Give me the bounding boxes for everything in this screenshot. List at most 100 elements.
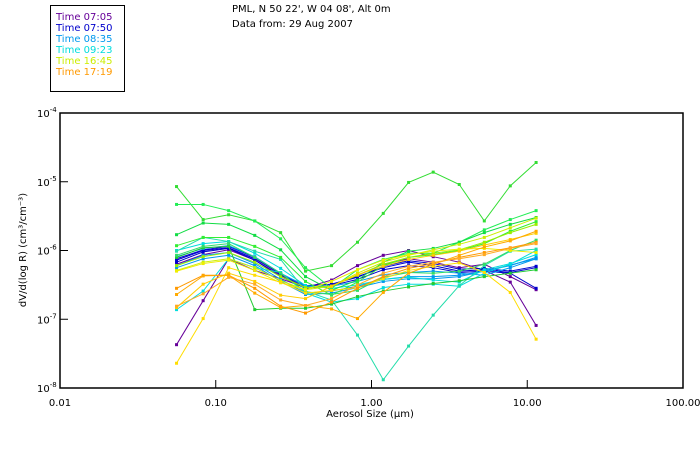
data-point bbox=[175, 266, 179, 270]
data-point bbox=[457, 271, 461, 275]
legend-item-0750: Time 07:50 bbox=[56, 23, 113, 34]
data-point bbox=[482, 268, 486, 272]
data-point bbox=[355, 317, 359, 321]
data-point bbox=[175, 260, 179, 264]
data-point bbox=[279, 231, 283, 235]
data-point bbox=[534, 337, 538, 341]
data-point bbox=[304, 311, 308, 315]
data-point bbox=[175, 249, 179, 253]
data-point bbox=[508, 275, 512, 279]
data-point bbox=[431, 262, 435, 266]
data-point bbox=[457, 247, 461, 251]
data-point bbox=[304, 297, 308, 301]
data-point bbox=[534, 251, 538, 255]
data-point bbox=[355, 240, 359, 244]
series-23 bbox=[175, 229, 538, 321]
data-point bbox=[304, 291, 308, 295]
data-point bbox=[201, 282, 205, 286]
legend-item-1645: Time 16:45 bbox=[56, 56, 113, 67]
data-point bbox=[508, 246, 512, 250]
series-line bbox=[176, 236, 537, 381]
data-point bbox=[407, 285, 411, 289]
data-point bbox=[482, 245, 486, 249]
data-point bbox=[227, 271, 231, 275]
data-point bbox=[201, 255, 205, 259]
data-point bbox=[431, 251, 435, 255]
data-point bbox=[304, 304, 308, 307]
x-tick-label: 10.00 bbox=[513, 398, 542, 409]
data-point bbox=[304, 266, 308, 270]
data-point bbox=[534, 264, 538, 268]
data-point bbox=[534, 216, 538, 220]
data-point bbox=[330, 264, 334, 268]
data-point bbox=[407, 264, 411, 268]
data-point bbox=[482, 219, 486, 223]
y-tick-exp: -5 bbox=[50, 175, 57, 183]
data-point bbox=[330, 279, 334, 283]
data-point bbox=[534, 231, 538, 235]
data-point bbox=[534, 220, 538, 224]
data-point bbox=[457, 284, 461, 288]
data-point bbox=[253, 244, 257, 248]
data-point bbox=[508, 280, 512, 284]
x-axis-label: Aerosol Size (µm) bbox=[326, 409, 414, 420]
data-point bbox=[175, 202, 179, 206]
data-point bbox=[407, 344, 411, 348]
data-point bbox=[279, 271, 283, 275]
data-point bbox=[355, 288, 359, 292]
data-point bbox=[201, 235, 205, 239]
y-tick-label: 10-8 bbox=[37, 381, 57, 395]
data-point bbox=[330, 307, 334, 311]
data-point bbox=[175, 308, 179, 312]
data-point bbox=[534, 253, 538, 257]
data-point bbox=[253, 255, 257, 259]
data-point bbox=[227, 242, 231, 246]
data-point bbox=[381, 271, 385, 275]
data-point bbox=[381, 253, 385, 257]
data-point bbox=[201, 244, 205, 248]
data-point bbox=[175, 255, 179, 259]
data-point bbox=[175, 343, 179, 347]
data-point bbox=[508, 231, 512, 235]
data-point bbox=[227, 275, 231, 279]
data-point bbox=[253, 249, 257, 253]
data-point bbox=[407, 249, 411, 253]
data-point bbox=[508, 290, 512, 294]
data-point bbox=[227, 251, 231, 255]
data-point bbox=[508, 262, 512, 266]
data-point bbox=[457, 275, 461, 279]
data-point bbox=[253, 282, 257, 286]
data-point bbox=[227, 266, 231, 270]
data-point bbox=[253, 266, 257, 270]
data-point bbox=[227, 273, 231, 277]
data-point bbox=[457, 242, 461, 246]
data-point bbox=[482, 235, 486, 239]
data-point bbox=[381, 262, 385, 266]
data-point bbox=[431, 278, 435, 282]
data-point bbox=[253, 308, 257, 312]
data-point bbox=[431, 260, 435, 264]
data-point bbox=[407, 268, 411, 272]
data-point bbox=[407, 255, 411, 259]
y-tick-exp: -7 bbox=[50, 312, 57, 320]
data-point bbox=[253, 286, 257, 290]
data-point bbox=[279, 255, 283, 259]
data-point bbox=[201, 221, 205, 225]
data-point bbox=[457, 269, 461, 273]
data-point bbox=[253, 251, 257, 255]
data-point bbox=[227, 209, 231, 213]
data-point bbox=[381, 378, 385, 382]
data-point bbox=[534, 323, 538, 327]
legend-item-0705: Time 07:05 bbox=[56, 12, 113, 23]
data-point bbox=[227, 244, 231, 248]
data-point bbox=[355, 268, 359, 272]
data-point bbox=[508, 249, 512, 252]
data-point bbox=[407, 275, 411, 279]
x-tick-label: 100.00 bbox=[666, 398, 700, 409]
y-tick-label: 10-7 bbox=[37, 312, 57, 326]
date-subtitle: Data from: 29 Aug 2007 bbox=[232, 19, 353, 30]
data-point bbox=[253, 279, 257, 283]
data-point bbox=[201, 274, 205, 278]
location-title: PML, N 50 22', W 04 08', Alt 0m bbox=[232, 4, 391, 15]
